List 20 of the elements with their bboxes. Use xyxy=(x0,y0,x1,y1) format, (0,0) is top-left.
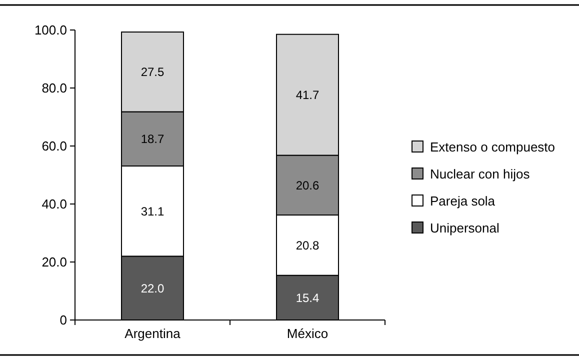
y-tick-label: 80.0 xyxy=(42,80,67,96)
data-label: 41.7 xyxy=(296,88,320,102)
data-label: 20.6 xyxy=(296,178,320,192)
y-tick-label: 20.0 xyxy=(42,254,67,270)
y-tick-label: 40.0 xyxy=(42,196,67,212)
legend-label: Pareja sola xyxy=(430,194,496,209)
data-label: 31.1 xyxy=(140,204,164,218)
y-tick-label: 60.0 xyxy=(42,138,67,154)
data-label: 15.4 xyxy=(296,290,320,305)
legend-label: Extenso o compuesto xyxy=(430,140,556,155)
legend-label: Unipersonal xyxy=(430,220,500,236)
data-label: 18.7 xyxy=(140,132,164,146)
y-tick-label: 0 xyxy=(60,312,67,328)
x-tick-label: Argentina xyxy=(124,326,182,341)
x-tick-label: México xyxy=(286,326,328,341)
data-label: 20.8 xyxy=(296,238,320,252)
data-label: 27.5 xyxy=(140,65,164,80)
legend-label: Nuclear con hijos xyxy=(430,166,530,182)
y-tick-label: 100.0 xyxy=(34,22,67,38)
data-label: 22.0 xyxy=(140,281,164,296)
